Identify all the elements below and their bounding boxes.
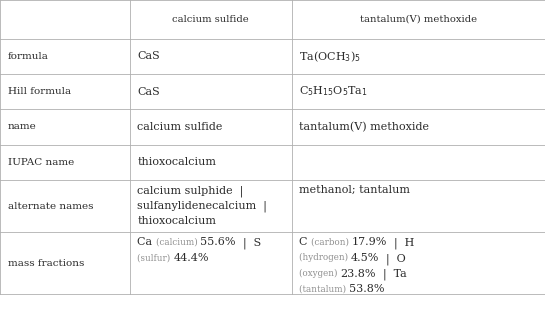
Text: 44.4%: 44.4% [173, 253, 209, 263]
Text: Ca: Ca [137, 237, 156, 248]
Text: formula: formula [8, 52, 49, 61]
Text: 53.8%: 53.8% [349, 284, 385, 295]
Text: CaS: CaS [137, 87, 160, 96]
Text: IUPAC name: IUPAC name [8, 158, 74, 167]
Text: CaS: CaS [137, 51, 160, 61]
Text: alternate names: alternate names [8, 201, 93, 211]
Text: name: name [8, 122, 37, 131]
Text: C: C [299, 237, 311, 248]
Text: (calcium): (calcium) [156, 237, 201, 247]
Text: |  S: | S [236, 237, 261, 249]
Text: (tantalum): (tantalum) [299, 284, 349, 294]
Text: calcium sulphide  |: calcium sulphide | [137, 185, 244, 197]
Text: 17.9%: 17.9% [352, 237, 387, 248]
Text: (carbon): (carbon) [311, 237, 352, 247]
Text: sulfanylidenecalcium  |: sulfanylidenecalcium | [137, 201, 267, 212]
Text: |  O: | O [379, 253, 406, 265]
Text: 23.8%: 23.8% [341, 269, 376, 279]
Text: Hill formula: Hill formula [8, 87, 71, 96]
Text: thioxocalcium: thioxocalcium [137, 157, 216, 167]
Text: (hydrogen): (hydrogen) [299, 253, 351, 262]
Text: mass fractions: mass fractions [8, 259, 84, 268]
Text: methanol; tantalum: methanol; tantalum [299, 185, 410, 195]
Text: (sulfur): (sulfur) [137, 253, 173, 262]
Text: tantalum(V) methoxide: tantalum(V) methoxide [299, 122, 429, 132]
Text: |  H: | H [387, 237, 415, 249]
Text: calcium sulfide: calcium sulfide [172, 15, 249, 24]
Text: thioxocalcium: thioxocalcium [137, 216, 216, 227]
Text: Ta(OCH$_3$)$_5$: Ta(OCH$_3$)$_5$ [299, 49, 361, 63]
Text: 55.6%: 55.6% [201, 237, 236, 248]
Text: 4.5%: 4.5% [351, 253, 379, 263]
Text: calcium sulfide: calcium sulfide [137, 122, 223, 132]
Text: C$_5$H$_{15}$O$_5$Ta$_1$: C$_5$H$_{15}$O$_5$Ta$_1$ [299, 85, 368, 98]
Text: tantalum(V) methoxide: tantalum(V) methoxide [360, 15, 477, 24]
Text: (oxygen): (oxygen) [299, 269, 341, 278]
Text: |  Ta: | Ta [376, 269, 407, 280]
